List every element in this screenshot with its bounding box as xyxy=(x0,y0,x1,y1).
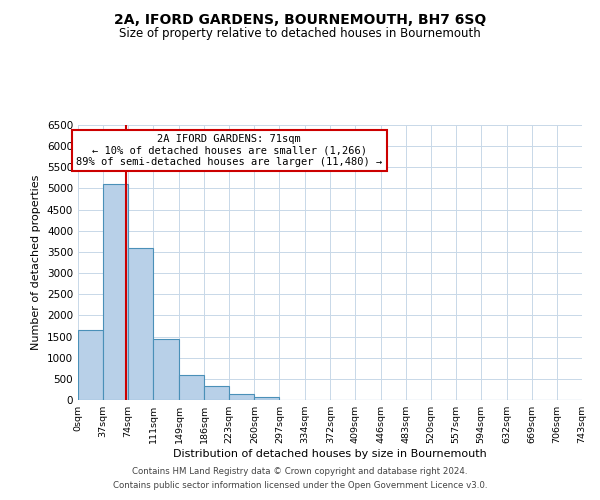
Bar xyxy=(229,394,254,400)
Bar xyxy=(254,398,280,400)
Text: Size of property relative to detached houses in Bournemouth: Size of property relative to detached ho… xyxy=(119,28,481,40)
Y-axis label: Number of detached properties: Number of detached properties xyxy=(31,175,41,350)
Bar xyxy=(153,338,179,400)
Bar xyxy=(204,386,229,400)
Bar xyxy=(103,184,128,400)
X-axis label: Distribution of detached houses by size in Bournemouth: Distribution of detached houses by size … xyxy=(173,449,487,459)
Bar xyxy=(78,330,103,400)
Text: Contains HM Land Registry data © Crown copyright and database right 2024.: Contains HM Land Registry data © Crown c… xyxy=(132,467,468,476)
Text: 2A, IFORD GARDENS, BOURNEMOUTH, BH7 6SQ: 2A, IFORD GARDENS, BOURNEMOUTH, BH7 6SQ xyxy=(114,12,486,26)
Text: 2A IFORD GARDENS: 71sqm
← 10% of detached houses are smaller (1,266)
89% of semi: 2A IFORD GARDENS: 71sqm ← 10% of detache… xyxy=(76,134,382,167)
Text: Contains public sector information licensed under the Open Government Licence v3: Contains public sector information licen… xyxy=(113,481,487,490)
Bar xyxy=(128,248,153,400)
Bar xyxy=(179,374,204,400)
